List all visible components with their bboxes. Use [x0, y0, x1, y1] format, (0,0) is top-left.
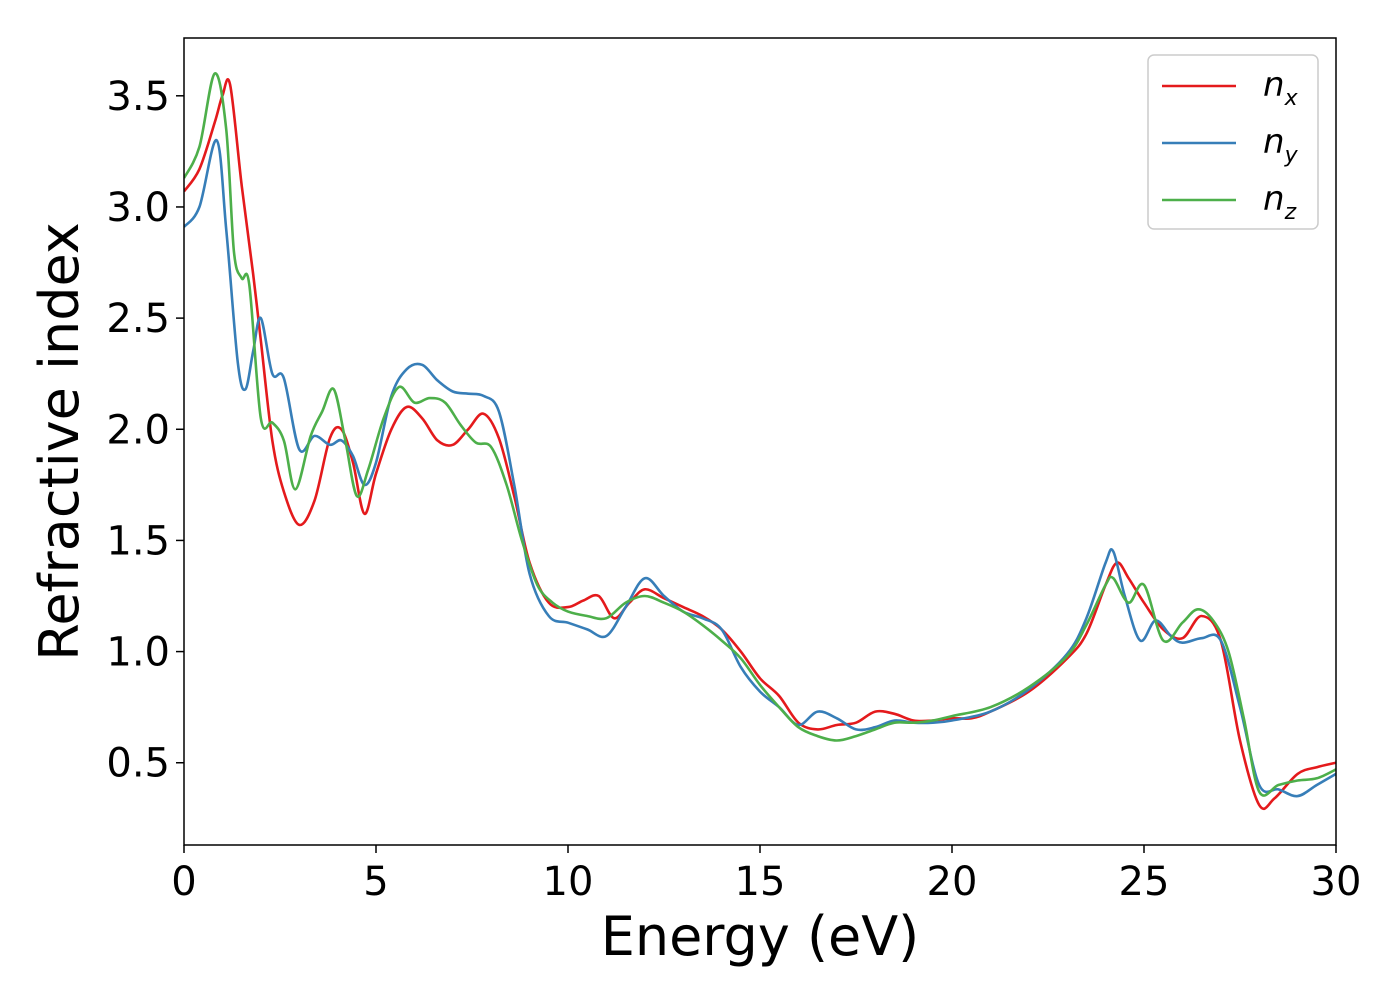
- y-axis-title: Refractive index: [28, 222, 91, 661]
- x-tick-label: 30: [1311, 859, 1362, 905]
- y-tick-label: 3.0: [106, 185, 170, 231]
- legend-label-x: nx: [1263, 65, 1299, 111]
- series-line-x: [184, 78, 1336, 811]
- y-tick-label: 2.0: [106, 407, 170, 453]
- y-tick-label: 1.5: [106, 518, 170, 564]
- x-tick-label: 25: [1119, 859, 1170, 905]
- x-axis-ticks: 0 5 10 15 20 25 30: [171, 845, 1361, 905]
- x-tick-label: 10: [543, 859, 594, 905]
- series-line-z: [184, 72, 1336, 797]
- x-tick-label: 15: [735, 859, 786, 905]
- x-tick-label: 5: [363, 859, 388, 905]
- y-tick-label: 0.5: [106, 741, 170, 787]
- y-tick-label: 3.5: [106, 74, 170, 120]
- series-line-y: [184, 138, 1336, 798]
- legend: nx ny nz: [1147, 54, 1319, 230]
- legend-label-z: nz: [1263, 179, 1297, 225]
- y-tick-label: 2.5: [106, 296, 170, 342]
- x-axis-title: Energy (eV): [601, 905, 920, 968]
- legend-label-y: ny: [1263, 122, 1299, 168]
- y-axis-ticks: 0.5 1.0 1.5 2.0 2.5 3.0 3.5: [106, 74, 184, 787]
- x-tick-label: 20: [927, 859, 978, 905]
- x-tick-label: 0: [171, 859, 196, 905]
- y-tick-label: 1.0: [106, 630, 170, 676]
- series-lines: [184, 72, 1336, 811]
